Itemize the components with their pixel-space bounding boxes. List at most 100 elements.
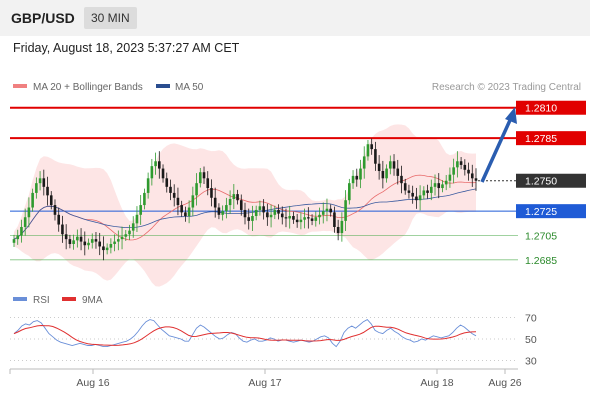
candle: [217, 203, 221, 220]
level-label-1.2750: 1.2750: [525, 176, 557, 188]
candle: [389, 155, 392, 175]
candle: [463, 159, 467, 176]
candle: [210, 179, 213, 207]
header-bar: GBP/USD 30 MIN: [0, 0, 590, 36]
candle: [474, 168, 478, 191]
candle: [61, 215, 64, 243]
candle: [448, 167, 452, 188]
level-tag-1.2725: [516, 204, 586, 219]
candle: [340, 212, 344, 242]
candle: [102, 236, 105, 261]
candle: [68, 234, 72, 249]
candle: [273, 205, 277, 220]
candle: [284, 208, 288, 228]
candle: [239, 194, 243, 216]
candle: [49, 191, 53, 210]
candle: [38, 171, 42, 191]
candle: [318, 207, 321, 225]
candle: [366, 139, 370, 161]
candle: [113, 234, 116, 252]
candle: [135, 206, 139, 232]
candle: [180, 200, 183, 217]
candle: [35, 177, 38, 199]
candle: [206, 171, 210, 196]
legend-rsi-swatch: [13, 297, 27, 301]
projection-arrow: [480, 107, 517, 183]
candle: [403, 178, 407, 195]
candle: [131, 216, 135, 238]
candle: [262, 199, 265, 220]
candle: [23, 208, 27, 236]
x-tick-label: Aug 16: [76, 377, 109, 389]
candle: [139, 194, 142, 225]
level-label-1.2685: 1.2685: [525, 255, 557, 267]
candle: [150, 158, 154, 186]
legend-ma50-label: MA 50: [175, 82, 204, 93]
candle: [467, 162, 470, 181]
candle: [336, 219, 340, 241]
candle: [109, 238, 113, 254]
candle: [396, 159, 400, 185]
candle: [277, 204, 280, 220]
candle: [456, 151, 459, 178]
candle: [87, 238, 90, 250]
candle: [64, 224, 68, 250]
arrow-head: [505, 107, 517, 124]
candle: [165, 172, 169, 193]
candle: [195, 173, 198, 206]
candle: [172, 184, 176, 207]
rsi-9ma-line: [13, 324, 477, 346]
rsi-tick-50: 50: [525, 334, 537, 346]
candle: [269, 204, 273, 228]
candle: [459, 157, 463, 170]
rsi-tick-30: 30: [525, 356, 537, 368]
candle: [184, 206, 187, 222]
candle: [441, 180, 444, 193]
candle: [437, 173, 441, 199]
legend-9ma-label: 9MA: [82, 295, 103, 306]
rsi-line: [13, 319, 477, 348]
candle: [20, 219, 23, 243]
candle: [251, 205, 254, 231]
candle: [444, 175, 448, 191]
legend-rsi-label: RSI: [33, 295, 50, 306]
candle: [187, 200, 191, 224]
candle: [333, 206, 336, 233]
candle: [258, 200, 262, 216]
legend-9ma-swatch: [62, 297, 76, 301]
level-label-1.2810: 1.2810: [525, 103, 557, 115]
level-label-1.2725: 1.2725: [525, 206, 557, 218]
candle: [90, 233, 94, 249]
candle: [16, 229, 20, 245]
candle: [314, 211, 318, 227]
candle: [329, 204, 332, 217]
credit-text: Research © 2023 Trading Central: [432, 82, 581, 93]
candle: [176, 187, 180, 216]
timestamp: Friday, August 18, 2023 5:37:27 AM CET: [13, 41, 240, 55]
candle: [392, 154, 396, 176]
candle: [359, 159, 362, 189]
candle: [146, 172, 150, 199]
candle: [105, 243, 109, 255]
candle: [243, 202, 247, 225]
candle: [53, 199, 57, 221]
candle: [470, 164, 474, 187]
candle: [72, 234, 75, 250]
rsi-panel: 70 50 30: [10, 312, 537, 368]
candle: [213, 187, 217, 218]
candle: [120, 226, 124, 250]
candle: [128, 224, 131, 240]
candle: [79, 228, 83, 251]
candle: [299, 212, 303, 230]
candle: [422, 186, 426, 200]
level-tag-1.2750: [516, 173, 586, 188]
candle: [370, 138, 373, 155]
candle: [232, 184, 236, 210]
candle: [407, 184, 411, 199]
x-tick-label: Aug 18: [420, 377, 453, 389]
candle: [143, 188, 146, 210]
timeframe-button[interactable]: 30 MIN: [84, 7, 137, 29]
candle: [295, 213, 299, 228]
candle: [426, 184, 429, 199]
